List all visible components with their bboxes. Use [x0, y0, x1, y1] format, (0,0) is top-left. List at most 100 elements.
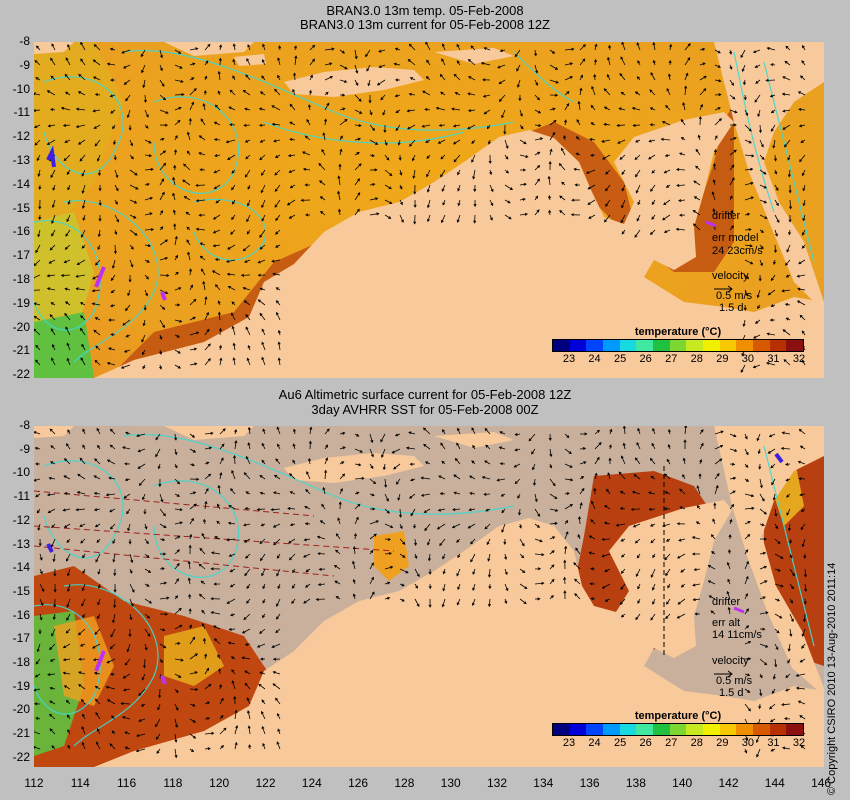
current-arrow [759, 184, 767, 189]
current-arrow [159, 628, 166, 632]
current-arrow [427, 538, 431, 546]
current-arrow [143, 94, 147, 103]
current-arrow [563, 590, 567, 600]
current-arrow [204, 328, 210, 336]
current-arrow [680, 568, 686, 573]
current-arrow [189, 491, 197, 495]
current-arrow [204, 60, 209, 66]
current-arrow [456, 538, 461, 543]
current-arrow [308, 440, 312, 450]
current-arrow [174, 607, 182, 615]
current-arrow [781, 431, 791, 435]
current-arrow [663, 473, 671, 480]
current-arrow [413, 538, 418, 546]
current-arrow [472, 568, 476, 575]
current-arrow [354, 152, 360, 156]
current-arrow [729, 448, 738, 452]
current-arrow [144, 523, 148, 530]
current-arrow [753, 334, 761, 339]
current-arrow [199, 168, 206, 172]
current-arrow [607, 472, 611, 480]
current-arrow [109, 643, 116, 650]
current-arrow [155, 433, 161, 441]
current-arrow [800, 523, 806, 531]
current-arrow [159, 162, 167, 171]
current-arrow [46, 287, 56, 291]
current-arrow [519, 568, 526, 574]
current-arrow [289, 103, 296, 111]
current-arrow [534, 64, 539, 74]
current-arrow [94, 523, 101, 528]
current-arrow [173, 164, 177, 171]
current-arrow [514, 448, 521, 452]
current-arrow [534, 195, 539, 201]
current-arrow [75, 287, 86, 291]
current-arrow [219, 428, 226, 435]
current-arrow [369, 520, 380, 525]
current-arrow [294, 55, 298, 66]
current-arrow [501, 508, 506, 514]
current-arrow [96, 538, 101, 543]
bottom-cape-york-landmass [714, 426, 824, 696]
current-arrow [729, 123, 737, 127]
current-arrow [774, 628, 780, 634]
current-arrow [453, 73, 461, 81]
colorbar-tick-label: 27 [665, 353, 678, 365]
current-arrow [218, 668, 222, 675]
current-arrow [549, 463, 553, 469]
current-arrow [335, 596, 341, 600]
current-arrow [246, 583, 251, 589]
current-arrow [289, 137, 296, 142]
current-arrow [159, 64, 163, 72]
current-arrow [324, 444, 329, 450]
current-arrow [758, 463, 762, 470]
current-arrow [274, 154, 281, 158]
current-arrow [243, 523, 251, 527]
current-arrow [668, 59, 672, 66]
current-arrow [574, 578, 581, 585]
x-tick-label: 130 [440, 776, 461, 790]
current-arrow [635, 184, 641, 194]
current-arrow [532, 478, 537, 487]
current-arrow [787, 169, 791, 178]
current-arrow [217, 503, 221, 510]
current-arrow [744, 608, 749, 615]
current-arrow [698, 115, 702, 126]
current-arrow [125, 304, 131, 312]
current-arrow [354, 476, 365, 480]
current-arrow [484, 427, 491, 435]
current-arrow [186, 150, 191, 156]
current-arrow [663, 229, 671, 233]
current-arrow [50, 445, 56, 450]
current-arrow [801, 359, 806, 366]
current-arrow [243, 613, 251, 621]
current-arrow [105, 685, 116, 690]
x-tick-label: 124 [301, 776, 322, 790]
current-arrow [564, 433, 570, 439]
current-arrow [174, 119, 181, 126]
current-arrow [549, 131, 556, 141]
current-arrow [575, 136, 581, 141]
current-arrow [125, 431, 131, 435]
current-arrow [52, 613, 56, 621]
current-arrow [159, 334, 163, 340]
current-arrow [276, 712, 281, 720]
current-arrow [202, 280, 206, 291]
current-arrow [219, 357, 223, 366]
current-arrow [76, 491, 86, 495]
current-arrow [470, 553, 476, 563]
colorbar-tick-label: 23 [562, 737, 576, 749]
current-arrow [774, 598, 781, 602]
current-arrow [619, 72, 626, 81]
current-arrow [81, 343, 86, 351]
current-arrow [453, 154, 461, 163]
current-arrow [697, 134, 701, 141]
current-arrow [714, 93, 722, 97]
current-arrow [259, 474, 266, 480]
current-arrow [231, 214, 236, 221]
current-arrow [129, 583, 135, 593]
current-arrow [174, 688, 179, 694]
current-arrow [204, 75, 208, 81]
current-arrow [226, 538, 236, 542]
current-arrow [744, 478, 750, 482]
